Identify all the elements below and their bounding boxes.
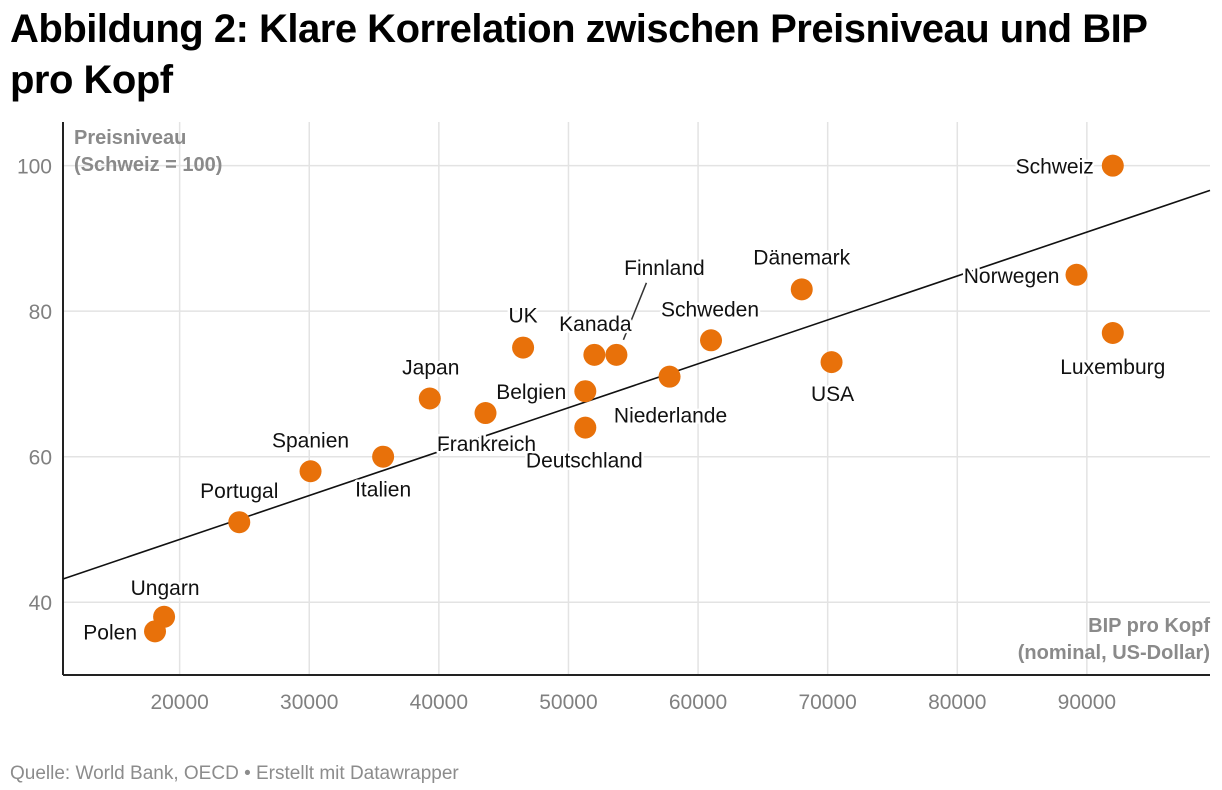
data-point-schweden [700,329,723,352]
point-label-polen: Polen [83,621,137,644]
point-label-belgien: Belgien [496,381,566,404]
data-point-finnland [605,343,628,366]
data-point-portugal [228,511,251,534]
source-note: Quelle: World Bank, OECD • Erstellt mit … [10,763,459,784]
point-labels: Schweiz Norwegen Luxemburg Dänemark USA Schwe… [81,153,1168,647]
data-point-japan [418,387,441,410]
x-tick-label: 40000 [410,691,468,714]
axes [62,122,1210,676]
data-point-uk [512,336,535,359]
y-axis-title-line-1: Preisniveau [74,127,186,149]
data-point-italien [372,445,395,468]
point-label-italien: Italien [355,479,411,502]
trendline-group [62,189,1211,580]
leader-lines [622,282,648,341]
data-point-niederlande [658,365,681,388]
point-label-portugal: Portugal [200,480,278,503]
data-point-belgien [574,380,597,403]
point-label-schweden: Schweden [661,298,759,321]
point-label-spanien: Spanien [272,429,349,452]
point-label-norwegen: Norwegen [964,265,1060,288]
x-tick-label: 50000 [539,691,597,714]
x-tick-label: 90000 [1058,691,1116,714]
data-point-usa [820,351,843,374]
x-tick-label: 70000 [798,691,856,714]
point-label-deutschland: Deutschland [526,450,643,473]
point-label-niederlande: Niederlande [614,405,727,428]
data-point-deutschland [574,416,597,439]
leader-line-finnland [622,282,648,341]
tick-labels: 20000 30000 40000 50000 60000 70000 80000 90000… [17,156,1116,714]
trendline [62,189,1211,580]
point-label-kanada: Kanada [559,313,632,336]
x-tick-label: 30000 [280,691,338,714]
point-label-frankreich: Frankreich [437,433,536,456]
y-tick-label: 80 [29,301,52,324]
point-label-ungarn: Ungarn [131,577,200,600]
y-axis-title-line-2: (Schweiz = 100) [74,154,222,176]
data-point-kanada [583,343,606,366]
data-points [144,154,1124,643]
y-tick-label: 100 [17,156,52,179]
point-label-schweiz: Schweiz [1016,156,1094,179]
y-tick-label: 60 [29,447,52,470]
data-point-frankreich [474,402,497,425]
chart-title: Abbildung 2: Klare Korrelation zwischen … [10,7,1147,102]
data-point-polen [144,620,167,643]
point-label-dänemark: Dänemark [753,246,850,269]
y-tick-label: 40 [29,592,52,615]
data-point-luxemburg [1101,322,1124,345]
x-tick-label: 60000 [669,691,727,714]
point-label-luxemburg: Luxemburg [1060,356,1165,379]
x-axis-title-line-2: (nominal, US-Dollar) [1018,642,1210,664]
data-point-dänemark [790,278,813,301]
point-label-uk: UK [509,305,538,328]
point-label-japan: Japan [402,357,459,380]
grid [63,122,1210,675]
data-point-schweiz [1101,154,1124,177]
point-label-finnland: Finnland [624,257,705,280]
data-point-norwegen [1065,263,1088,286]
data-point-spanien [299,460,322,483]
point-label-usa: USA [811,383,854,406]
x-tick-label: 80000 [928,691,986,714]
x-tick-label: 20000 [150,691,208,714]
x-axis-title-line-1: BIP pro Kopf [1088,615,1210,637]
